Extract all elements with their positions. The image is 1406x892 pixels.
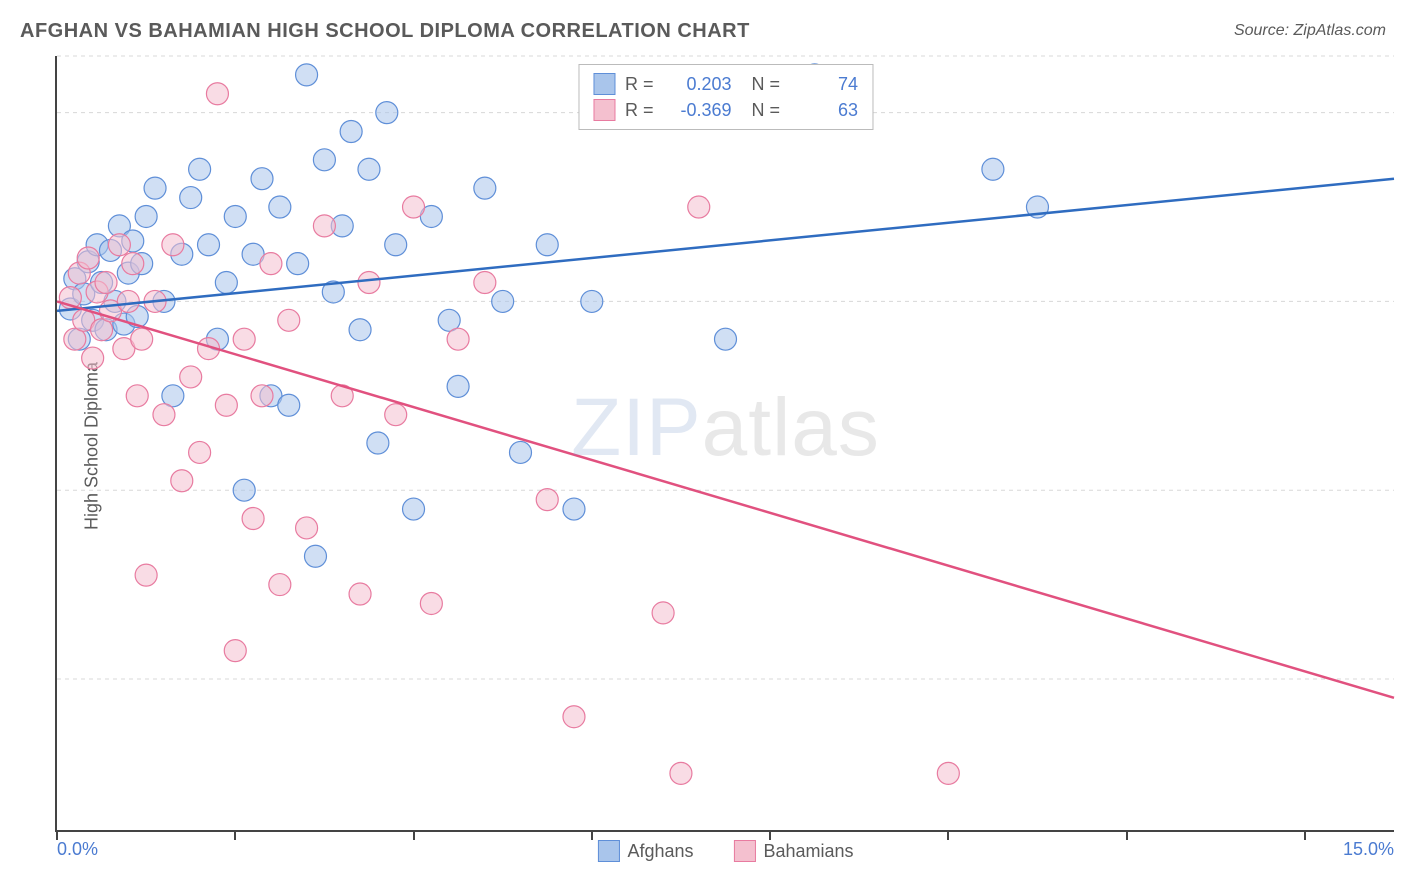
legend-label-bahamians: Bahamians <box>764 841 854 862</box>
n-label: N = <box>752 74 781 95</box>
legend-row-bahamians: R = -0.369 N = 63 <box>593 97 858 123</box>
correlation-legend: R = 0.203 N = 74 R = -0.369 N = 63 <box>578 64 873 130</box>
r-value-afghans: 0.203 <box>664 74 732 95</box>
r-label: R = <box>625 74 654 95</box>
x-tick-mark <box>234 830 236 840</box>
scatter-svg <box>57 56 1394 830</box>
swatch-bahamians-bottom <box>734 840 756 862</box>
n-label: N = <box>752 100 781 121</box>
x-tick-mark <box>413 830 415 840</box>
chart-title: AFGHAN VS BAHAMIAN HIGH SCHOOL DIPLOMA C… <box>20 20 750 43</box>
x-tick-mark <box>769 830 771 840</box>
n-value-bahamians: 63 <box>790 100 858 121</box>
swatch-afghans-bottom <box>597 840 619 862</box>
x-tick-mark <box>1126 830 1128 840</box>
x-tick-mark <box>1304 830 1306 840</box>
x-tick-mark <box>947 830 949 840</box>
r-label: R = <box>625 100 654 121</box>
x-tick-label-max: 15.0% <box>1343 839 1394 860</box>
x-tick-mark <box>591 830 593 840</box>
r-value-bahamians: -0.369 <box>664 100 732 121</box>
x-tick-label-min: 0.0% <box>57 839 98 860</box>
legend-row-afghans: R = 0.203 N = 74 <box>593 71 858 97</box>
legend-label-afghans: Afghans <box>627 841 693 862</box>
series-legend: Afghans Bahamians <box>597 840 853 862</box>
swatch-afghans <box>593 73 615 95</box>
plot-area: ZIPatlas R = 0.203 N = 74 R = -0.369 N =… <box>55 56 1394 832</box>
swatch-bahamians <box>593 99 615 121</box>
legend-item-afghans: Afghans <box>597 840 693 862</box>
source-attribution: Source: ZipAtlas.com <box>1234 22 1386 40</box>
n-value-afghans: 74 <box>790 74 858 95</box>
legend-item-bahamians: Bahamians <box>734 840 854 862</box>
chart-container: AFGHAN VS BAHAMIAN HIGH SCHOOL DIPLOMA C… <box>0 0 1406 892</box>
